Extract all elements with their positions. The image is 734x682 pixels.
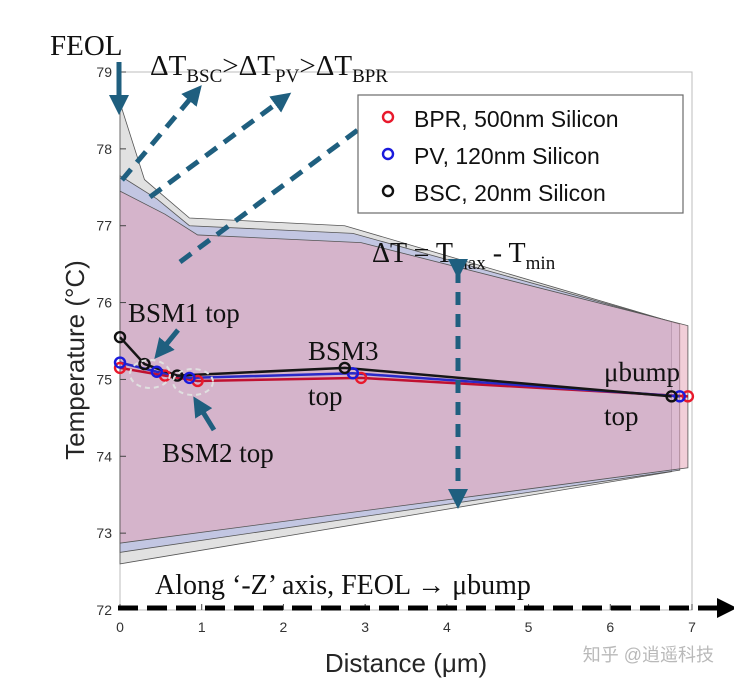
bsm2-arrow bbox=[193, 396, 217, 432]
bsm1-arrow bbox=[154, 328, 180, 359]
band-bpr bbox=[119, 190, 689, 544]
watermark: 知乎 @逍遥科技 bbox=[583, 645, 714, 665]
point-bsc bbox=[338, 361, 351, 375]
point-bsc bbox=[170, 369, 184, 382]
point-bpr bbox=[113, 361, 127, 375]
x-tick-label: 0 bbox=[116, 619, 124, 635]
point-pv bbox=[150, 365, 163, 378]
x-tick-label: 2 bbox=[280, 619, 288, 635]
legend-marker-bsc bbox=[381, 184, 395, 198]
legend-box bbox=[357, 94, 684, 214]
point-pv bbox=[183, 371, 196, 385]
bsm2-label: BSM2 top bbox=[162, 438, 274, 468]
y-tick-label: 77 bbox=[96, 218, 112, 234]
bsm3-label-line1: BSM3 bbox=[308, 336, 379, 366]
point-pv bbox=[113, 356, 127, 369]
legend-label-bpr: BPR, 500nm Silicon bbox=[414, 106, 619, 132]
ubump-label-line1: μbump bbox=[604, 357, 680, 387]
x-tick-label: 3 bbox=[361, 619, 369, 635]
y-tick-label: 75 bbox=[96, 371, 112, 387]
legend: BPR, 500nm Silicon PV, 120nm Silicon BSC, … bbox=[357, 94, 684, 214]
legend-label-pv: PV, 120nm Silicon bbox=[414, 143, 600, 169]
point-pv bbox=[673, 390, 686, 403]
legend-marker-bpr bbox=[381, 110, 395, 124]
gradient-arrows bbox=[120, 85, 390, 265]
point-bsc bbox=[665, 390, 678, 403]
ubump-label-line2: top bbox=[604, 401, 639, 431]
along-axis-label: Along ‘-Z’ axis, FEOL → μbump bbox=[155, 570, 531, 601]
y-axis-label: Temperature (°C) bbox=[60, 260, 90, 460]
x-tick-label: 4 bbox=[443, 619, 451, 635]
diagonal-arrow-3 bbox=[178, 106, 390, 265]
x-tick-label: 1 bbox=[198, 619, 206, 635]
point-bsc bbox=[113, 330, 127, 344]
point-bsc bbox=[138, 357, 151, 371]
y-tick-label: 79 bbox=[96, 64, 112, 80]
delta-definition-label: ΔT = Tmax - Tmin bbox=[372, 238, 556, 274]
point-pv bbox=[346, 367, 360, 380]
y-tick-label: 76 bbox=[96, 295, 112, 311]
bsm1-label: BSM1 top bbox=[128, 298, 240, 328]
x-axis-label: Distance (μm) bbox=[325, 648, 487, 678]
delta-order-label: ΔTBSC>ΔTPV>ΔTBPR bbox=[150, 50, 388, 87]
legend-marker-pv bbox=[381, 147, 395, 161]
y-tick-label: 73 bbox=[96, 525, 112, 541]
diagonal-arrow-2 bbox=[148, 92, 292, 200]
y-tick-label: 72 bbox=[96, 602, 112, 618]
y-tick-label: 74 bbox=[96, 448, 112, 464]
bsm1-highlight bbox=[129, 359, 171, 389]
bsm3-label-line2: top bbox=[308, 381, 343, 411]
series-line-bpr bbox=[119, 366, 688, 398]
diagonal-arrow-1 bbox=[120, 85, 202, 182]
x-tick-label: 7 bbox=[688, 619, 696, 635]
point-bpr bbox=[681, 390, 695, 403]
legend-label-bsc: BSC, 20nm Silicon bbox=[414, 180, 606, 206]
x-tick-label: 5 bbox=[525, 619, 533, 635]
axis-ticks: 0 1 2 3 4 5 6 7 72 73 74 75 76 77 78 79 bbox=[96, 64, 696, 635]
x-tick-label: 6 bbox=[606, 619, 614, 635]
series-points bbox=[113, 330, 695, 403]
bsm2-highlight bbox=[172, 368, 214, 396]
range-bands bbox=[119, 102, 689, 565]
y-tick-label: 78 bbox=[96, 141, 112, 157]
feol-label: FEOL bbox=[50, 30, 123, 62]
